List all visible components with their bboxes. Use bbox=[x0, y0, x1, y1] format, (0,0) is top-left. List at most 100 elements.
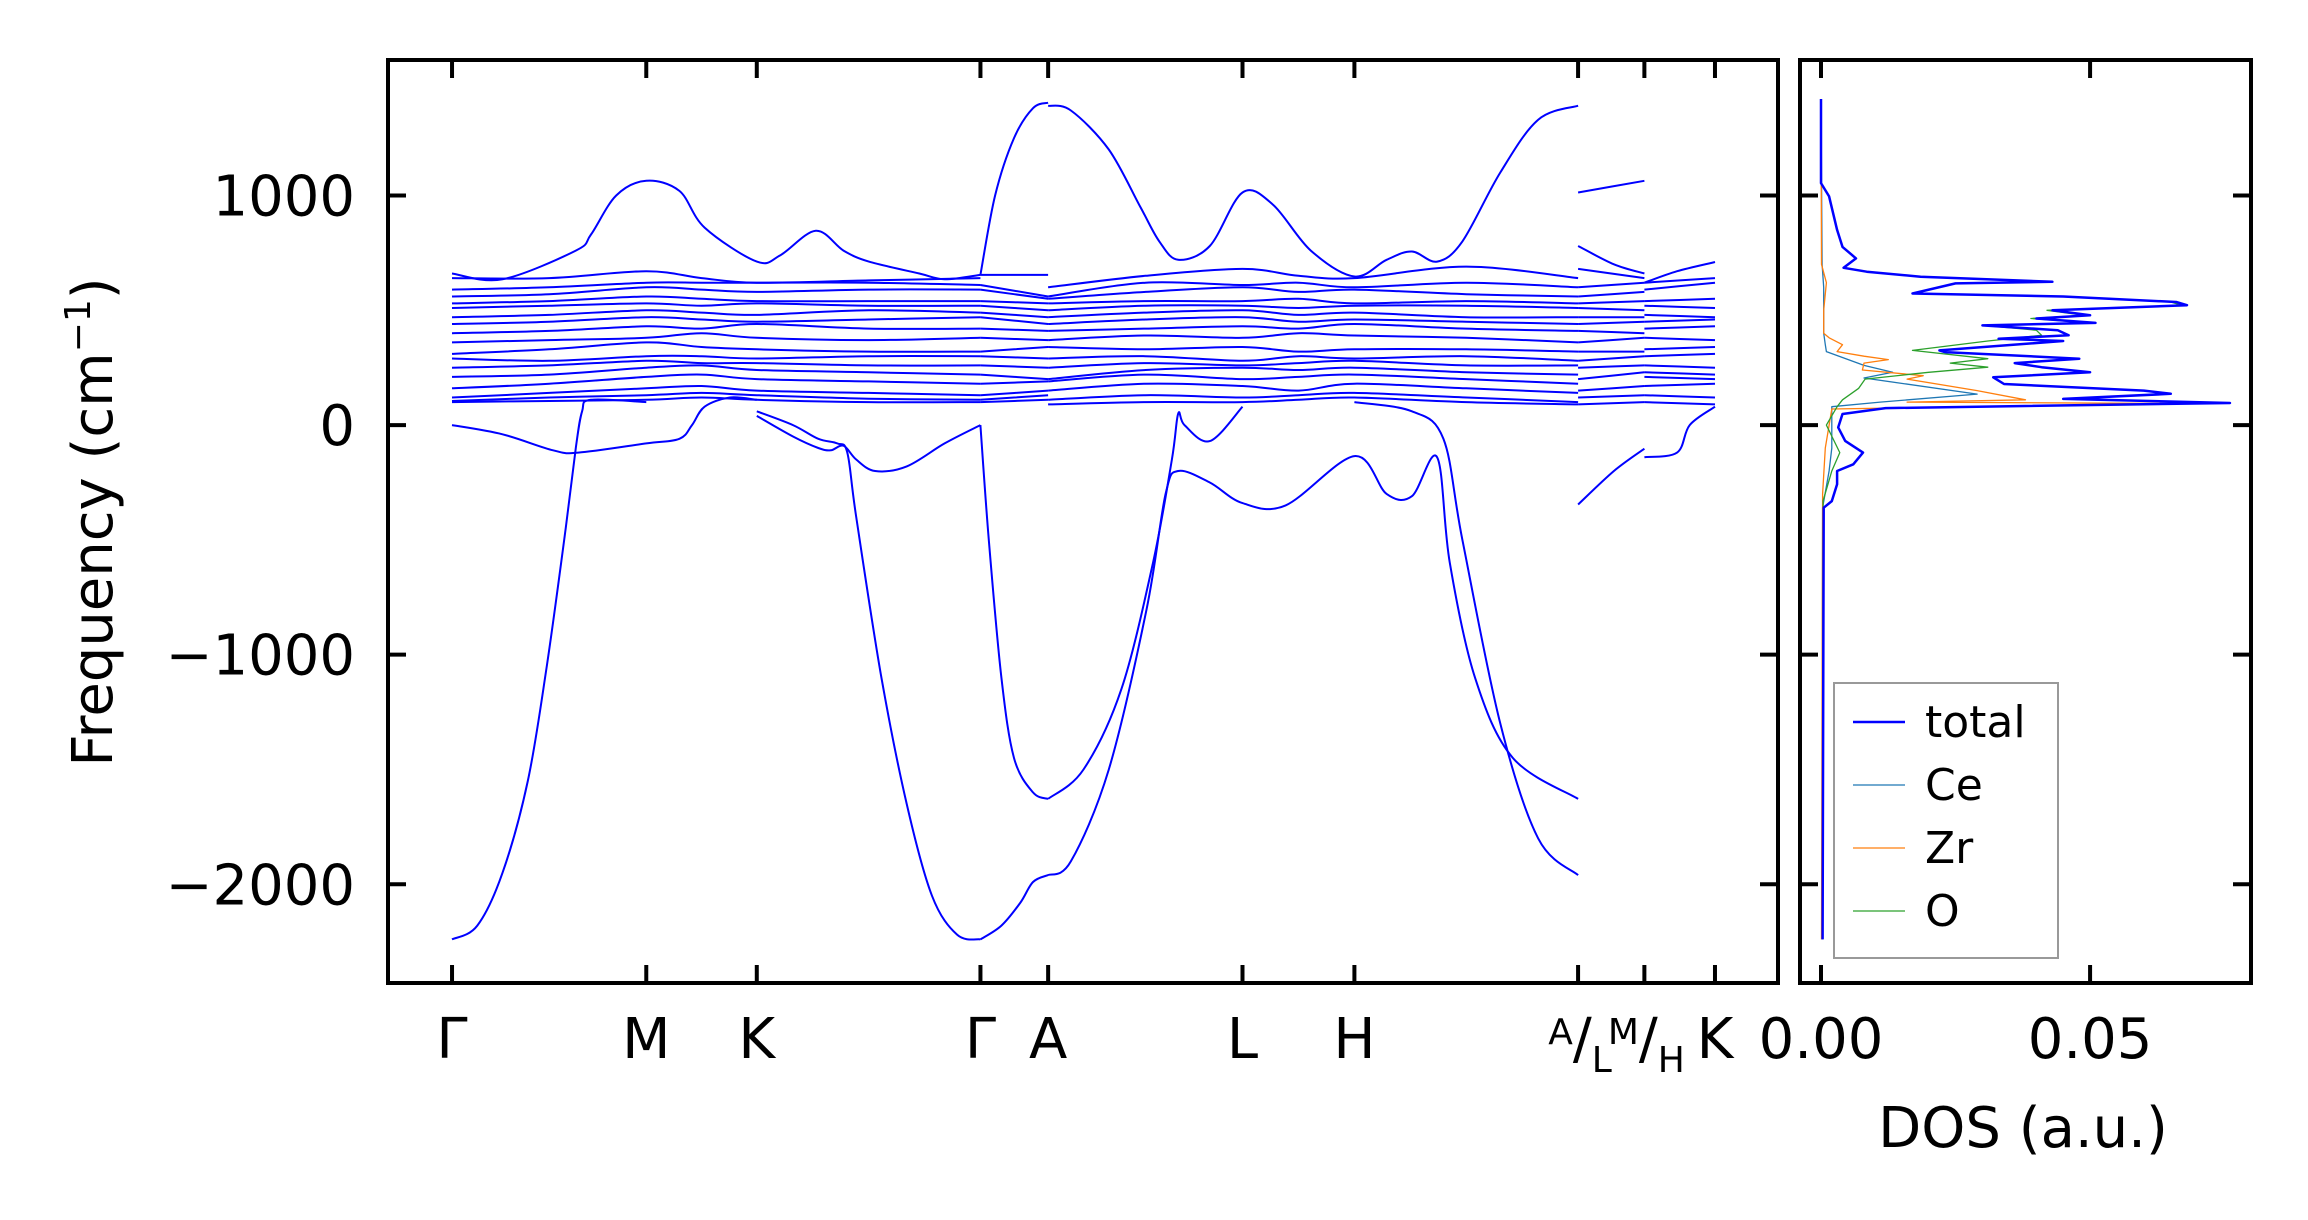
band-seg3-4 bbox=[1578, 364, 1645, 369]
k-point-label: A bbox=[1029, 1007, 1067, 1072]
band-seg4-1 bbox=[1644, 394, 1716, 399]
band-branch-13 bbox=[1577, 179, 1645, 194]
dos-plot: 0.00 0.05 DOS (a.u.) total Ce Zr O bbox=[1759, 58, 2253, 1161]
legend: total Ce Zr O bbox=[1833, 682, 2059, 959]
band-branch-9 bbox=[1047, 406, 1244, 800]
y-tick-label: −1000 bbox=[166, 624, 355, 689]
k-point-label: M bbox=[622, 1007, 670, 1072]
band-seg2-8 bbox=[1048, 332, 1579, 344]
band-seg2-16 bbox=[1047, 265, 1579, 289]
band-branch-2 bbox=[756, 415, 981, 473]
band-y-tick-labels: −2000 −1000 0 1000 bbox=[166, 164, 355, 918]
band-seg3-5 bbox=[1578, 355, 1645, 362]
band-seg1-10 bbox=[980, 316, 1049, 325]
band-seg1-2 bbox=[980, 389, 1049, 397]
band-seg2-10 bbox=[1048, 316, 1579, 325]
band-lines bbox=[451, 101, 1716, 941]
band-seg1-6 bbox=[980, 355, 1049, 360]
band-seg3-7 bbox=[1578, 336, 1645, 344]
band-branch-4 bbox=[451, 179, 981, 282]
band-seg4-0 bbox=[1644, 401, 1716, 406]
band-seg3-0 bbox=[1578, 401, 1645, 406]
band-seg0-13 bbox=[451, 295, 981, 305]
dos-x-tick-label: 0.05 bbox=[2028, 1007, 2153, 1072]
band-seg0-8 bbox=[451, 332, 981, 344]
band-seg1-9 bbox=[980, 327, 1049, 332]
band-seg2-14 bbox=[1048, 286, 1579, 300]
band-seg4-12 bbox=[1644, 304, 1716, 309]
legend-label-zr: Zr bbox=[1925, 823, 1974, 874]
band-branch-10 bbox=[1047, 454, 1579, 877]
band-seg4-4 bbox=[1644, 371, 1716, 376]
band-seg4-7 bbox=[1644, 346, 1716, 351]
band-seg0-7 bbox=[451, 341, 981, 355]
band-seg3-2 bbox=[1578, 385, 1645, 392]
legend-label-total: total bbox=[1925, 697, 2026, 748]
band-seg1-3 bbox=[980, 380, 1049, 385]
band-branch-5 bbox=[979, 101, 1049, 276]
band-seg4-10 bbox=[1644, 318, 1716, 323]
band-seg1-4 bbox=[980, 373, 1049, 381]
band-seg4-3 bbox=[1644, 375, 1716, 381]
band-seg4-8 bbox=[1644, 336, 1716, 342]
legend-label-o: O bbox=[1925, 886, 1960, 937]
k-point-label: H bbox=[1333, 1007, 1375, 1072]
band-seg1-13 bbox=[980, 300, 1049, 305]
band-seg2-4 bbox=[1048, 366, 1579, 381]
band-seg3-15 bbox=[1577, 267, 1645, 280]
band-branch-1 bbox=[756, 410, 981, 941]
k-point-label: M/H bbox=[1608, 1007, 1685, 1081]
band-seg4-5 bbox=[1644, 364, 1716, 369]
band-seg2-6 bbox=[1048, 355, 1579, 362]
band-seg2-12 bbox=[1048, 304, 1579, 312]
band-branch-6 bbox=[979, 425, 1049, 800]
band-seg3-1 bbox=[1578, 394, 1645, 399]
y-axis-label: Frequency (cm−1) bbox=[58, 277, 126, 766]
dos-x-tick-labels: 0.00 0.05 bbox=[1759, 1007, 2153, 1072]
band-seg4-13 bbox=[1644, 297, 1716, 303]
band-axes-frame bbox=[386, 58, 1780, 985]
band-seg0-9 bbox=[451, 322, 981, 335]
k-point-label: L bbox=[1227, 1007, 1258, 1072]
band-seg4-11 bbox=[1644, 313, 1716, 319]
dos-axes-frame bbox=[1798, 58, 2253, 985]
band-seg0-15 bbox=[451, 281, 981, 291]
band-seg3-9 bbox=[1578, 320, 1645, 325]
band-seg4-15 bbox=[1644, 277, 1716, 284]
band-seg0-1 bbox=[451, 391, 981, 402]
band-seg0-5 bbox=[451, 359, 981, 369]
band-seg1-1 bbox=[980, 394, 1049, 401]
band-seg0-0 bbox=[451, 396, 981, 404]
band-seg2-1 bbox=[1048, 391, 1579, 404]
k-point-label: K bbox=[1697, 1007, 1735, 1072]
band-seg2-11 bbox=[1048, 309, 1579, 319]
band-branch-16 bbox=[1644, 261, 1716, 284]
band-seg2-9 bbox=[1048, 322, 1579, 332]
band-seg3-12 bbox=[1578, 300, 1645, 305]
band-seg2-13 bbox=[1048, 297, 1579, 305]
band-seg1-12 bbox=[980, 304, 1049, 312]
band-branch-7 bbox=[979, 874, 1049, 941]
k-point-label: Γ bbox=[436, 1007, 467, 1072]
band-seg3-3 bbox=[1578, 371, 1645, 381]
band-seg1-8 bbox=[980, 336, 1049, 342]
band-seg2-7 bbox=[1048, 345, 1579, 353]
y-tick-label: 1000 bbox=[212, 164, 355, 229]
band-seg2-3 bbox=[1048, 373, 1579, 385]
band-seg1-0 bbox=[980, 398, 1049, 404]
band-seg3-11 bbox=[1578, 307, 1645, 312]
dos-x-axis-label: DOS (a.u.) bbox=[1878, 1096, 2168, 1161]
dos-ticks bbox=[1800, 60, 2251, 983]
k-point-label: A/L bbox=[1548, 1007, 1612, 1081]
band-seg2-0 bbox=[1048, 396, 1579, 406]
band-seg0-4 bbox=[451, 364, 981, 378]
band-seg0-14 bbox=[451, 286, 981, 298]
band-seg1-11 bbox=[980, 311, 1049, 319]
band-seg4-6 bbox=[1644, 352, 1716, 358]
band-seg3-14 bbox=[1578, 281, 1645, 289]
band-branch-8 bbox=[1047, 104, 1579, 278]
band-seg2-5 bbox=[1048, 359, 1579, 369]
band-seg3-8 bbox=[1578, 329, 1645, 335]
